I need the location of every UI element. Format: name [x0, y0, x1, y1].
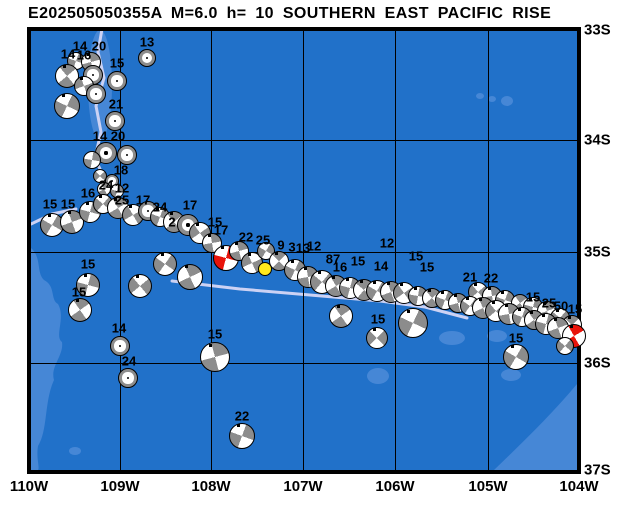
bathymetry-patch — [487, 330, 507, 342]
map-canvas — [27, 27, 581, 474]
latitude-tick-label: 37S — [584, 461, 611, 479]
graticule-layer — [31, 31, 577, 470]
meridian-gridline — [303, 31, 304, 470]
longitude-tick-label: 108W — [191, 478, 231, 495]
longitude-tick-label: 109W — [100, 478, 140, 495]
parallel-gridline — [31, 363, 577, 364]
bathymetry-patch — [31, 248, 63, 470]
parallel-gridline — [31, 252, 577, 253]
bathymetry-patch — [488, 96, 496, 102]
bathymetry-patch — [501, 96, 513, 106]
latitude-tick-label: 35S — [584, 243, 611, 261]
bathymetry-patch — [501, 369, 521, 381]
meridian-gridline — [395, 31, 396, 470]
latitude-tick-label: 33S — [584, 21, 611, 39]
longitude-tick-label: 104W — [559, 478, 599, 495]
longitude-tick-label: 107W — [283, 478, 323, 495]
longitude-tick-label: 110W — [9, 478, 49, 495]
meridian-gridline — [488, 31, 489, 470]
parallel-gridline — [31, 140, 577, 141]
bathymetry-patch — [367, 368, 389, 384]
meridian-gridline — [211, 31, 212, 470]
bathymetry-patch — [476, 93, 484, 99]
bathymetry-patch — [494, 384, 577, 470]
bathymetry-patch — [439, 331, 465, 345]
longitude-tick-label: 105W — [468, 478, 508, 495]
longitude-tick-label: 106W — [375, 478, 415, 495]
latitude-tick-label: 34S — [584, 131, 611, 149]
latitude-tick-label: 36S — [584, 354, 611, 372]
page-title: E202505050355A M=6.0 h= 10 SOUTHERN EAST… — [28, 5, 552, 22]
bathymetry-patch — [69, 447, 81, 455]
meridian-gridline — [120, 31, 121, 470]
